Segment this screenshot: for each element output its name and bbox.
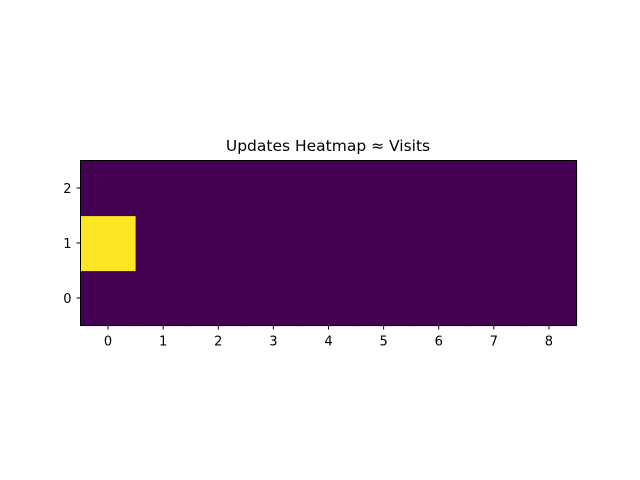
- y-tick-label: 2: [63, 182, 71, 197]
- x-tick-label: 0: [104, 335, 112, 350]
- heatmap-cell-r2-c7: [466, 160, 522, 217]
- heatmap-cell-r2-c6: [411, 160, 467, 217]
- heatmap-cell-r1-c4: [300, 215, 357, 272]
- heatmap-cell-r1-c8: [521, 215, 578, 272]
- heatmap-cell-r0-c7: [466, 270, 522, 327]
- x-tick-label: 7: [490, 335, 498, 350]
- x-tick-label: 4: [324, 335, 332, 350]
- heatmap-cell-r2-c0: [80, 160, 137, 217]
- heatmap-cell-r2-c1: [135, 160, 192, 217]
- heatmap-cell-r2-c8: [521, 160, 578, 217]
- heatmap-cell-r2-c4: [300, 160, 357, 217]
- heatmap-cell-r0-c5: [356, 270, 412, 327]
- heatmap-cell-r1-c6: [411, 215, 467, 272]
- heatmap-cell-r0-c6: [411, 270, 467, 327]
- x-tick-label: 3: [269, 335, 277, 350]
- heatmap-cell-r0-c3: [245, 270, 302, 327]
- x-tick-label: 1: [159, 335, 167, 350]
- heatmap-cell-r1-c1: [135, 215, 192, 272]
- x-tick-label: 6: [435, 335, 443, 350]
- y-tick-label: 0: [63, 292, 71, 307]
- chart-title: Updates Heatmap ≈ Visits: [226, 137, 430, 155]
- heatmap-cell-r1-c3: [245, 215, 302, 272]
- x-tick-label: 2: [214, 335, 222, 350]
- y-tick-label: 1: [63, 237, 71, 252]
- x-tick-label: 8: [545, 335, 553, 350]
- heatmap-cell-r2-c2: [190, 160, 247, 217]
- heatmap-cell-r2-c3: [245, 160, 302, 217]
- heatmap-cell-r0-c2: [190, 270, 247, 327]
- heatmap-cell-r0-c0: [80, 270, 137, 327]
- x-axis: 0 1 2 3 4 5 6 7 8: [104, 325, 553, 350]
- x-tick-label: 5: [379, 335, 387, 350]
- heatmap-cells: [80, 160, 578, 327]
- y-axis: 0 1 2: [63, 182, 81, 307]
- heatmap-cell-r1-c0: [80, 215, 137, 272]
- heatmap-cell-r1-c2: [190, 215, 247, 272]
- heatmap-cell-r2-c5: [356, 160, 412, 217]
- heatmap-cell-r0-c1: [135, 270, 192, 327]
- heatmap-cell-r1-c7: [466, 215, 522, 272]
- heatmap-cell-r1-c5: [356, 215, 412, 272]
- heatmap-cell-r0-c8: [521, 270, 578, 327]
- heatmap-cell-r0-c4: [300, 270, 357, 327]
